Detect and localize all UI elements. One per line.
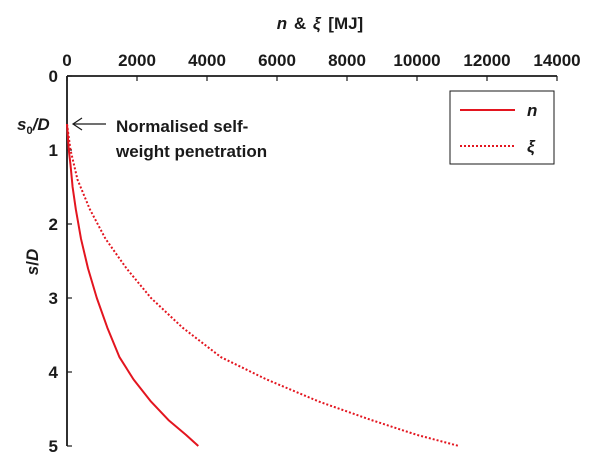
y-axis-title-s: s <box>23 266 42 275</box>
x-tick-label: 6000 <box>258 51 296 70</box>
annotation-text-line2: weight penetration <box>115 142 267 161</box>
y-axis-title-slash: / <box>23 261 42 266</box>
legend-box <box>449 90 555 165</box>
x-tick-label: 12000 <box>463 51 510 70</box>
y-axis-title-D: D <box>23 249 42 261</box>
annotation-text-line1: Normalised self- <box>116 117 248 136</box>
x-tick-label: 10000 <box>393 51 440 70</box>
y-tick-label: 0 <box>49 67 58 86</box>
y-tick-labels: 0 1 2 3 4 5 <box>49 67 72 456</box>
legend: n ξ <box>449 90 555 165</box>
x-axis-title-n: n <box>277 14 287 33</box>
x-tick-labels: 0 2000 4000 6000 8000 10000 12000 14000 <box>62 51 581 81</box>
x-axis-title: n & ξ [MJ] <box>277 14 363 33</box>
legend-label-n: n <box>527 101 537 120</box>
x-tick-label: 2000 <box>118 51 156 70</box>
x-axis-title-unit: [MJ] <box>328 14 363 33</box>
self-weight-annotation: s0/D Normalised self- weight penetration <box>17 115 267 161</box>
legend-label-xi: ξ <box>527 137 536 156</box>
annotation-arrow-head <box>71 117 83 131</box>
x-tick-label: 4000 <box>188 51 226 70</box>
s0-marker-label: s0/D <box>17 115 50 137</box>
y-tick-label: 3 <box>49 289 58 308</box>
series-layer <box>66 123 460 447</box>
s0-marker-sub: 0 <box>26 125 32 137</box>
y-tick-label: 5 <box>49 437 58 456</box>
x-tick-label: 14000 <box>533 51 580 70</box>
y-tick-label: 2 <box>49 215 58 234</box>
x-axis-title-xi: ξ <box>313 14 322 33</box>
y-axis-title: s/D <box>23 249 42 275</box>
y-tick-label: 1 <box>49 141 58 160</box>
x-tick-label: 0 <box>62 51 71 70</box>
s0-marker-rest: /D <box>32 115 50 134</box>
x-tick-label: 8000 <box>328 51 366 70</box>
series-line-xi <box>66 123 460 447</box>
x-axis-title-amp: & <box>294 14 306 33</box>
s0-marker-s: s <box>17 115 26 134</box>
series-line-n <box>66 124 199 447</box>
y-tick-label: 4 <box>49 363 59 382</box>
